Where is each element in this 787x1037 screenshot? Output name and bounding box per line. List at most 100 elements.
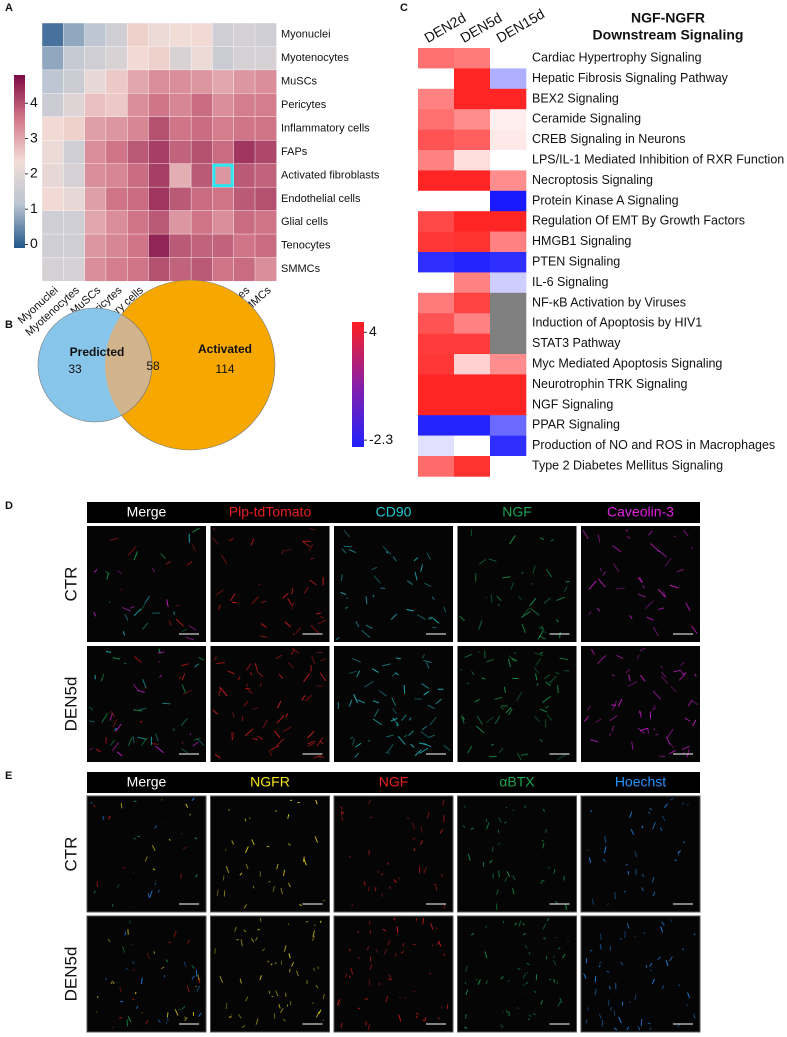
signal	[685, 602, 691, 612]
signal	[617, 698, 623, 707]
signal	[411, 822, 416, 830]
signal	[291, 601, 295, 610]
signal	[536, 683, 539, 687]
signal	[498, 817, 502, 824]
heatmap-cell	[212, 46, 235, 71]
heatmap-cell	[490, 211, 527, 232]
heatmap-cell	[454, 129, 491, 151]
signal	[133, 800, 137, 803]
heatmap-cell	[63, 257, 86, 282]
signal	[181, 663, 189, 667]
signal	[96, 748, 101, 753]
signal	[337, 999, 340, 1007]
signal	[424, 582, 432, 587]
heatmap-cell	[63, 69, 86, 94]
signal	[414, 571, 418, 581]
heatmap-cell	[84, 22, 107, 47]
signal	[506, 871, 511, 878]
heatmap-cell	[233, 186, 256, 212]
signal	[669, 584, 679, 589]
signal	[361, 629, 371, 638]
chart-title: NGF-NGFR	[631, 10, 705, 26]
signal	[461, 715, 465, 724]
heatmap-cell	[233, 163, 256, 188]
signal	[556, 596, 566, 601]
signal	[244, 846, 249, 853]
heatmap-cell	[454, 435, 491, 457]
signal	[618, 1016, 622, 1024]
signal	[191, 975, 195, 981]
heatmap-cell	[148, 46, 171, 71]
signal	[191, 797, 195, 802]
signal	[122, 607, 132, 612]
row-label: CREB Signaling in Neurons	[532, 132, 686, 146]
micrograph	[86, 795, 207, 913]
signal	[144, 856, 148, 862]
signal	[126, 1019, 129, 1027]
micrograph	[87, 526, 206, 642]
signal	[196, 985, 200, 992]
signal	[313, 967, 315, 972]
signal	[535, 657, 542, 666]
signal	[446, 1004, 449, 1010]
signal	[274, 730, 281, 739]
heatmap-cell	[105, 69, 128, 94]
signal	[181, 1006, 186, 1010]
heatmap-cell	[490, 252, 527, 273]
signal	[133, 709, 143, 712]
heatmap-cell	[490, 435, 527, 457]
heatmap-cell	[169, 22, 192, 47]
heatmap-cell	[190, 46, 213, 71]
signal	[186, 560, 193, 566]
signal	[661, 815, 666, 822]
heatmap-cell	[418, 231, 455, 253]
signal	[381, 873, 384, 875]
heatmap-cell	[190, 93, 213, 118]
signal	[542, 695, 552, 703]
heatmap-cell	[212, 186, 235, 212]
signal	[313, 755, 322, 759]
signal	[393, 917, 396, 921]
signal	[382, 545, 392, 555]
row-label: NGF Signaling	[532, 397, 613, 411]
signal	[534, 715, 540, 722]
signal	[415, 1015, 419, 1019]
signal	[307, 730, 315, 739]
signal	[613, 563, 620, 573]
signal	[182, 689, 192, 695]
signal	[315, 984, 319, 989]
signal	[628, 674, 631, 682]
signal	[636, 654, 640, 660]
signal	[670, 797, 674, 801]
row-label: DEN5d	[61, 677, 80, 732]
signal	[309, 579, 317, 586]
signal	[174, 1009, 179, 1016]
signal	[191, 543, 196, 552]
signal	[166, 959, 168, 963]
heatmap-cell	[126, 257, 149, 282]
row-label: Neurotrophin TRK Signaling	[532, 377, 687, 391]
heatmap-cell	[212, 69, 235, 94]
colorbar-tick-label: -2.3	[369, 431, 393, 447]
signal	[231, 1014, 233, 1016]
signal	[673, 535, 676, 538]
signal	[509, 535, 516, 545]
signal	[549, 978, 552, 981]
signal	[133, 837, 136, 840]
row-label: Protein Kinase A Signaling	[532, 193, 679, 207]
signal	[540, 1000, 544, 1005]
signal	[283, 726, 292, 733]
signal	[692, 719, 697, 727]
signal	[281, 549, 284, 555]
signal	[669, 742, 675, 749]
signal	[626, 922, 630, 929]
channel-label: NGF	[502, 504, 532, 520]
signal	[260, 623, 267, 629]
signal	[591, 898, 595, 905]
signal	[435, 886, 438, 891]
signal	[508, 655, 516, 663]
signal	[419, 747, 429, 754]
signal	[232, 712, 235, 718]
signal	[608, 985, 611, 990]
heatmap-cell	[84, 210, 107, 235]
